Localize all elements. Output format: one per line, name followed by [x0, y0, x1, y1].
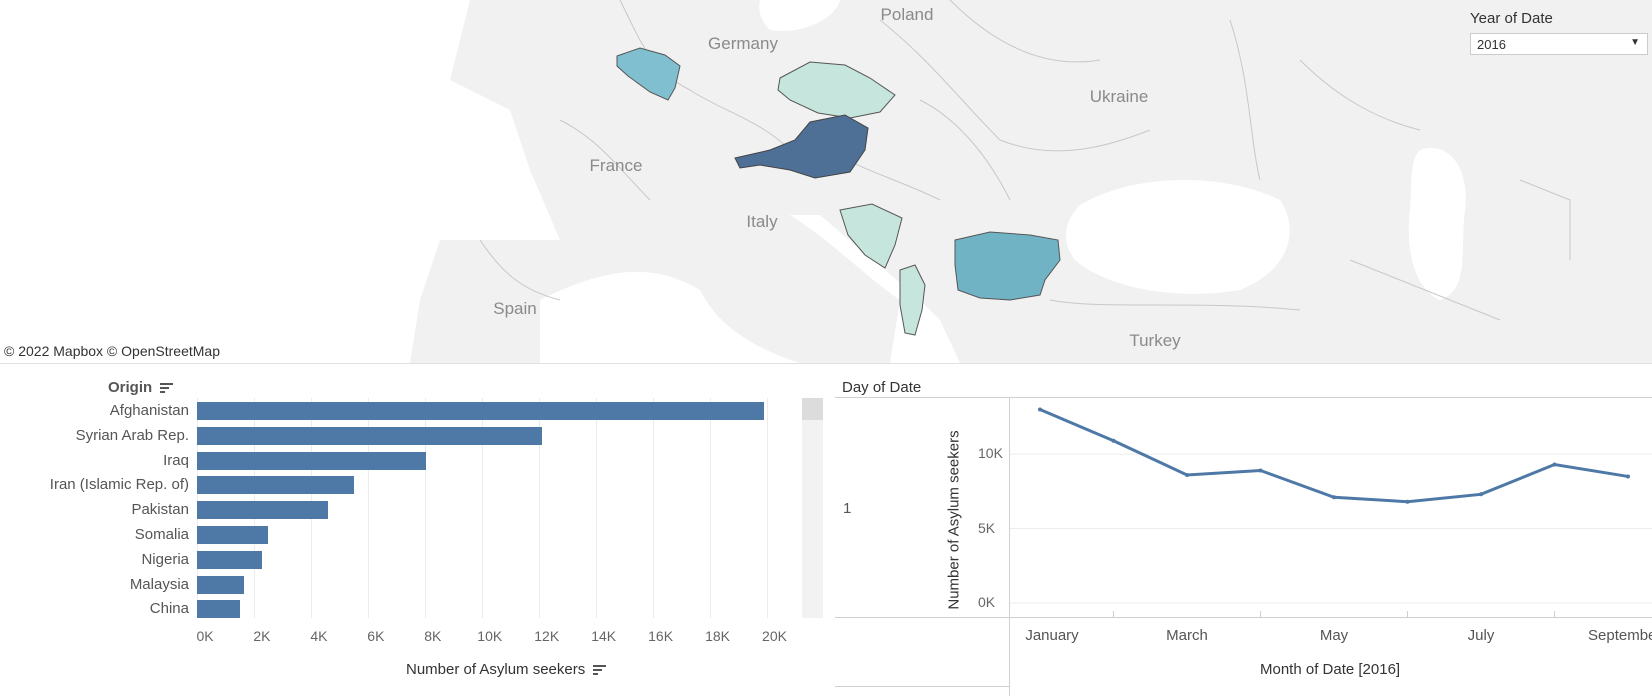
bar-gridline	[652, 398, 654, 618]
bar-gridline	[424, 398, 426, 618]
bar-gridline	[367, 398, 369, 618]
year-filter-value: 2016	[1477, 37, 1506, 52]
origin-header-label: Origin	[108, 379, 153, 396]
year-filter-label: Year of Date	[1470, 10, 1553, 27]
country-austria	[734, 114, 869, 179]
year-filter-dropdown[interactable]: 2016 ▼	[1470, 33, 1648, 55]
bar-xaxis-tick: 18K	[705, 628, 731, 644]
bar-mark[interactable]	[197, 600, 240, 619]
sort-icon[interactable]	[160, 382, 174, 394]
bar-xaxis-tick: 14K	[591, 628, 617, 644]
bar-mark[interactable]	[197, 402, 764, 420]
line-yaxis-tick: 10K	[978, 445, 1003, 462]
line-xaxis-tick: January	[1025, 627, 1079, 644]
bar-xaxis-tick: 12K	[534, 628, 560, 644]
bar-category-label[interactable]: China	[149, 600, 189, 618]
bar-gridline	[538, 398, 540, 618]
line-chart-yaxis-title[interactable]: Number of Asylum seekers	[945, 430, 963, 610]
bar-xaxis-tick: 10K	[477, 628, 503, 644]
bar-xaxis-tick: 0K	[196, 628, 214, 644]
line-chart[interactable]	[1010, 398, 1652, 617]
country-albania	[899, 264, 926, 336]
bar-chart-header[interactable]: Origin	[108, 379, 174, 396]
bar-xaxis-tick: 8K	[424, 628, 442, 644]
line-xaxis-tick: September	[1588, 627, 1652, 644]
line-yaxis-tick: 5K	[978, 519, 996, 536]
bar-xaxis-tick: 16K	[648, 628, 674, 644]
bar-mark[interactable]	[197, 526, 269, 544]
country-czech-republic	[777, 61, 896, 119]
line-point[interactable]	[1332, 495, 1336, 500]
dropdown-arrow-icon[interactable]: ▼	[1630, 37, 1640, 48]
map-label-turkey: Turkey	[1129, 331, 1181, 350]
line-point[interactable]	[1552, 462, 1557, 467]
line-point[interactable]	[1626, 474, 1630, 479]
line-chart-yaxis-rule	[1009, 398, 1010, 696]
bar-category-label[interactable]: Syrian Arab Rep.	[75, 426, 189, 444]
chart-divider	[833, 364, 834, 696]
map-canvas[interactable]	[0, 0, 1652, 363]
bar-gridline	[709, 398, 711, 618]
line-xaxis-tick: March	[1166, 627, 1208, 644]
bar-chart-xaxis-title[interactable]: Number of Asylum seekers	[406, 661, 607, 678]
line-chart-header-rule	[835, 397, 1652, 398]
map-label-germany: Germany	[708, 34, 778, 53]
bar-chart-scroll-thumb[interactable]	[802, 398, 823, 420]
bar-category-label[interactable]: Afghanistan	[109, 402, 189, 419]
line-chart-xaxis-title[interactable]: Month of Date [2016]	[1260, 661, 1401, 678]
line-point[interactable]	[1405, 499, 1410, 504]
bar-mark[interactable]	[197, 476, 354, 495]
bar-gridline	[766, 398, 768, 618]
country-bulgaria	[954, 231, 1061, 301]
bar-gridline	[595, 398, 597, 618]
country-bosnia	[839, 203, 903, 269]
map-label-poland: Poland	[880, 5, 934, 24]
bar-category-label[interactable]: Iran (Islamic Rep. of)	[49, 476, 189, 494]
line-point[interactable]	[1258, 468, 1263, 473]
choropleth-map[interactable]: Poland Germany Ukraine France Italy Spai…	[0, 0, 1652, 363]
bar-xaxis-tick: 6K	[367, 628, 385, 644]
bar-chart-scrollbar[interactable]	[802, 398, 823, 618]
bar-mark[interactable]	[197, 550, 263, 569]
line-point[interactable]	[1038, 407, 1042, 412]
line-point[interactable]	[1111, 438, 1116, 443]
bar-category-label[interactable]: Nigeria	[141, 550, 189, 568]
bar-category-label[interactable]: Iraq	[163, 451, 189, 469]
day-row-value: 1	[843, 500, 852, 517]
map-divider	[0, 363, 1652, 364]
bar-mark[interactable]	[197, 501, 328, 520]
map-copyright[interactable]: © 2022 Mapbox © OpenStreetMap	[4, 343, 220, 359]
bar-mark[interactable]	[197, 426, 542, 445]
day-of-date-header: Day of Date	[842, 379, 922, 396]
bar-mark[interactable]	[197, 451, 427, 470]
bar-category-label[interactable]: Malaysia	[129, 575, 189, 593]
map-label-italy: Italy	[746, 212, 778, 231]
line-xaxis-tick: May	[1319, 627, 1349, 644]
map-label-spain: Spain	[493, 299, 537, 318]
bar-gridline	[481, 398, 483, 618]
line-point[interactable]	[1479, 492, 1483, 497]
map-label-ukraine: Ukraine	[1089, 87, 1149, 106]
bar-xaxis-tick: 4K	[310, 628, 328, 644]
line-series[interactable]	[1039, 408, 1629, 504]
line-xaxis-tick: July	[1467, 627, 1495, 644]
bar-category-label[interactable]: Somalia	[134, 526, 189, 543]
line-point[interactable]	[1185, 472, 1189, 477]
line-chart-bottom-rule	[835, 686, 1010, 687]
map-label-france: France	[589, 156, 643, 175]
bar-xaxis-tick: 2K	[253, 628, 271, 644]
country-belgium	[616, 47, 681, 101]
sort-icon[interactable]	[593, 664, 607, 676]
bar-mark[interactable]	[197, 575, 244, 594]
bar-xaxis-tick: 20K	[762, 628, 787, 644]
bar-category-label[interactable]: Pakistan	[131, 501, 189, 519]
line-chart-xaxis-rule	[835, 617, 1652, 618]
bar-xaxis-title-text: Number of Asylum seekers	[406, 661, 586, 678]
line-yaxis-tick: 0K	[978, 594, 996, 610]
